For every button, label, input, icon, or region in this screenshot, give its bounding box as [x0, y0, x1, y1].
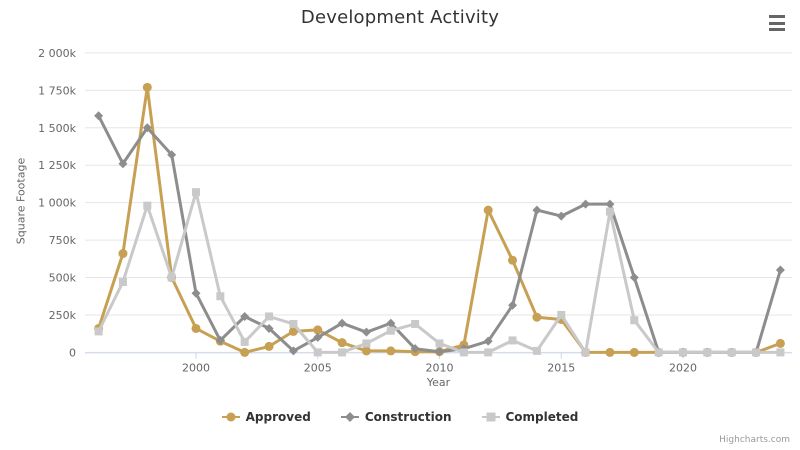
- svg-text:1 250k: 1 250k: [38, 159, 76, 172]
- completed-square-icon: [481, 411, 500, 423]
- hamburger-icon: [769, 28, 785, 31]
- svg-text:1 750k: 1 750k: [38, 84, 76, 97]
- svg-text:2020: 2020: [669, 361, 697, 374]
- svg-text:250k: 250k: [49, 309, 77, 322]
- svg-text:2015: 2015: [547, 361, 575, 374]
- legend-item-construction[interactable]: Construction: [340, 410, 452, 424]
- legend-label: Approved: [245, 410, 311, 424]
- svg-text:1 000k: 1 000k: [38, 197, 76, 210]
- svg-text:0: 0: [69, 346, 76, 359]
- svg-text:2000: 2000: [182, 361, 210, 374]
- hamburger-icon: [769, 21, 785, 25]
- svg-text:2005: 2005: [304, 361, 332, 374]
- highcharts-credit-link[interactable]: Highcharts.com: [719, 435, 790, 445]
- svg-text:1 500k: 1 500k: [38, 122, 76, 135]
- chart-title: Development Activity: [300, 7, 500, 28]
- legend-label: Construction: [364, 410, 452, 424]
- legend-item-approved[interactable]: Approved: [221, 410, 311, 424]
- approved-circle-icon: [221, 411, 240, 423]
- construction-diamond-icon: [340, 411, 359, 423]
- legend-item-completed[interactable]: Completed: [481, 410, 579, 424]
- svg-text:500k: 500k: [49, 272, 77, 285]
- svg-text:750k: 750k: [49, 234, 77, 247]
- legend-label: Completed: [505, 410, 579, 424]
- x-axis-title: Year: [426, 376, 451, 389]
- legend: Approved Construction Completed: [0, 410, 800, 424]
- svg-text:2010: 2010: [426, 361, 454, 374]
- context-menu-button[interactable]: [767, 13, 788, 33]
- hamburger-icon: [769, 15, 785, 18]
- svg-text:2 000k: 2 000k: [38, 47, 76, 60]
